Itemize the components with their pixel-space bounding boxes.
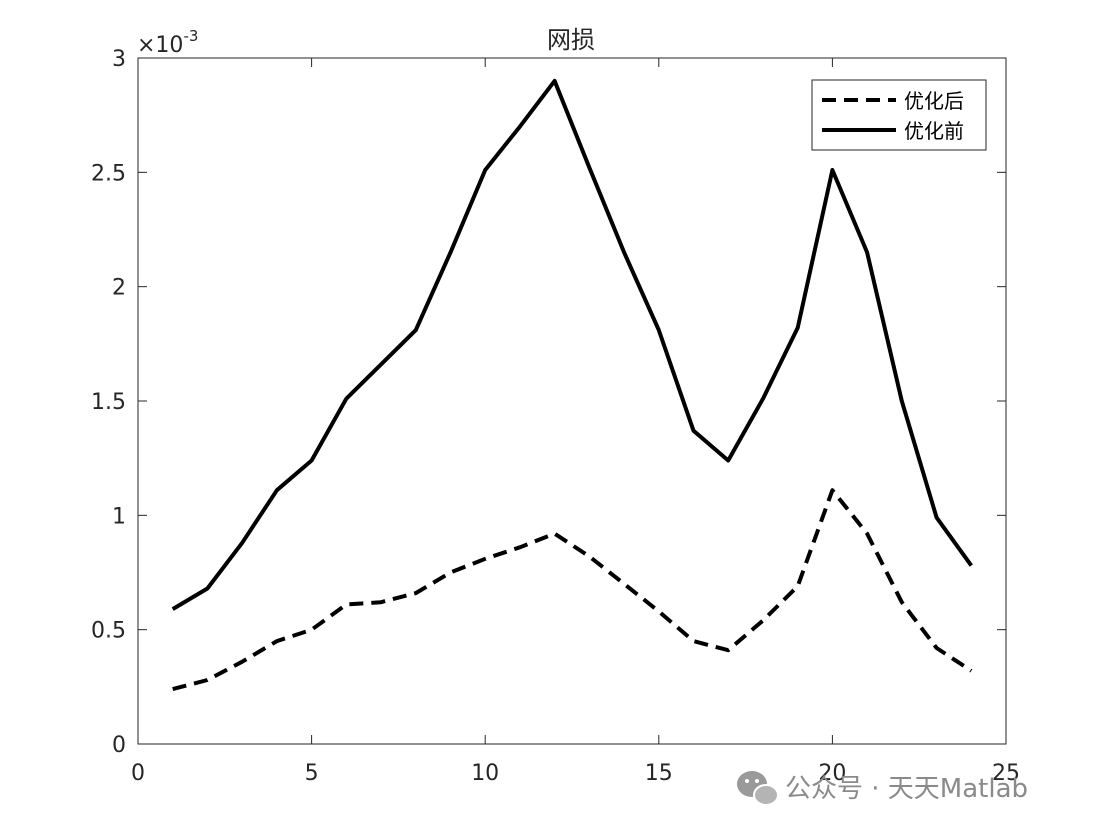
chart-title: 网损 [547,26,595,54]
legend-label-original: 优化前 [904,119,964,143]
y-tick-label: 0 [112,733,126,758]
series-lines [171,78,973,692]
plot-area [137,57,1007,745]
legend: 优化后 优化前 [811,79,987,151]
x-tick-label: 15 [645,761,673,786]
x-tick-label: 0 [131,761,145,786]
y-tick-label: 1 [112,504,126,529]
series-line-original [171,78,973,611]
watermark-text: 公众号 · 天天Matlab [785,774,1028,804]
wechat-icon [737,771,779,806]
legend-label-optimized: 优化后 [904,89,964,113]
y-tick-label: 1.5 [91,390,126,415]
watermark: 公众号 · 天天Matlab [737,771,1028,806]
y-tick-label: 2.5 [91,161,126,186]
x-tick-label: 25 [992,761,1020,786]
series-line-optimized [172,488,973,692]
axis-ticks: 0 5 10 15 20 25 0 0.5 1 1.5 2 2.5 3 [91,47,1020,786]
x-tick-label: 5 [305,761,319,786]
x-tick-label: 10 [471,761,499,786]
x-tick-label: 20 [818,761,846,786]
y-exponent-base: ×10 [137,33,183,58]
legend-box [811,79,987,151]
y-tick-label: 2 [112,276,126,301]
y-exponent-label: ×10-3 [137,27,198,58]
y-tick-label: 0.5 [91,619,126,644]
y-exponent-power: -3 [183,27,198,45]
y-tick-label: 3 [112,47,126,72]
